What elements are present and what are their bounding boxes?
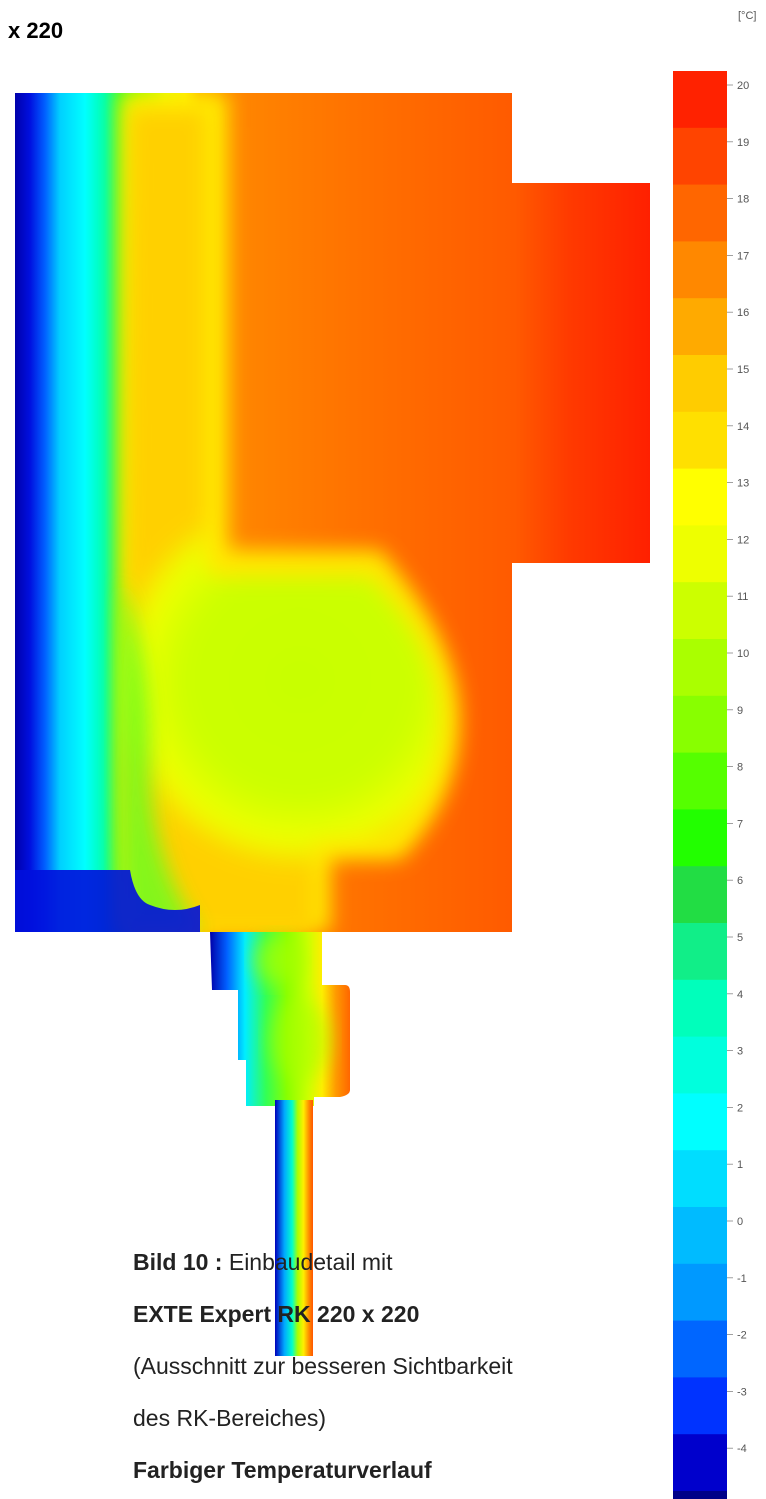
scale-tick-label: -4 (737, 1443, 747, 1455)
scale-tick-label: 8 (737, 762, 743, 774)
scale-tick-label: 20 (737, 80, 749, 92)
scale-tick-label: 12 (737, 534, 749, 546)
scale-swatch (673, 241, 727, 299)
caption-figure-number: Bild 10 : (133, 1249, 223, 1275)
scale-swatch (673, 1491, 727, 1499)
caption-product-name: EXTE Expert RK 220 x 220 (133, 1301, 420, 1327)
scale-swatch (673, 866, 727, 924)
scale-swatch (673, 752, 727, 810)
scale-tick-label: 18 (737, 194, 749, 206)
scale-swatch (673, 411, 727, 470)
scale-tick-label: 9 (737, 705, 743, 717)
scale-swatch (673, 71, 727, 129)
caption-line-3: (Ausschnitt zur besseren Sichtbarkeit (133, 1353, 513, 1379)
scale-tick-label: 17 (737, 250, 749, 262)
header-title-fragment: x 220 (8, 18, 64, 43)
scale-tick-label: 15 (737, 364, 749, 376)
scale-swatch (673, 468, 727, 526)
scale-swatch (673, 1434, 727, 1492)
scale-tick-label: -1 (737, 1273, 747, 1285)
scale-tick-label: 16 (737, 307, 749, 319)
scale-tick-label: 6 (737, 875, 743, 887)
scale-swatch (673, 923, 727, 981)
figure-caption: Bild 10 : Einbaudetail mit EXTE Expert R… (133, 1236, 653, 1496)
scale-swatch (673, 1036, 727, 1094)
scale-swatch (673, 1377, 727, 1435)
scale-tick-label: 0 (737, 1216, 743, 1228)
scale-swatch (673, 1207, 727, 1265)
scale-tick-label: 11 (737, 591, 748, 603)
scale-tick-label: 13 (737, 478, 749, 490)
scale-swatch (673, 1320, 727, 1378)
insulation-zone (120, 93, 460, 932)
scale-swatch (673, 1093, 727, 1151)
scale-tick-label: 19 (737, 137, 749, 149)
scale-unit-label: [°C] (738, 10, 757, 22)
scale-swatch (673, 525, 727, 583)
scale-tick-label: 14 (737, 421, 749, 433)
scale-swatch (673, 582, 727, 640)
scale-tick-label: 4 (737, 989, 743, 1001)
scale-tick-label: 7 (737, 818, 743, 830)
scale-tick-label: 5 (737, 932, 743, 944)
scale-tick-label: 2 (737, 1102, 743, 1114)
caption-line-1-text: Einbaudetail mit (222, 1249, 393, 1275)
scale-tick-label: 10 (737, 648, 749, 660)
temperature-scale-ticks: 20191817161514131211109876543210-1-2-3-4… (727, 80, 749, 1455)
scale-swatch (673, 979, 727, 1038)
scale-swatch (673, 298, 727, 356)
scale-tick-label: -3 (737, 1386, 747, 1398)
caption-line-5: Farbiger Temperaturverlauf (133, 1457, 432, 1483)
scale-swatch (673, 1150, 727, 1208)
scale-swatch (673, 184, 727, 242)
caption-line-1: Bild 10 : Einbaudetail mit (133, 1236, 653, 1288)
scale-swatch (673, 695, 727, 754)
temperature-scale-bar (673, 71, 727, 1499)
scale-tick-label: 3 (737, 1046, 743, 1058)
scale-swatch (673, 639, 727, 697)
caption-line-4: des RK-Bereiches) (133, 1405, 327, 1431)
scale-swatch (673, 1263, 727, 1322)
scale-tick-label: 1 (737, 1159, 743, 1171)
frame-profile (210, 932, 350, 1356)
scale-swatch (673, 355, 727, 413)
scale-swatch (673, 127, 727, 186)
scale-swatch (673, 809, 727, 867)
scale-tick-label: -2 (737, 1330, 747, 1342)
